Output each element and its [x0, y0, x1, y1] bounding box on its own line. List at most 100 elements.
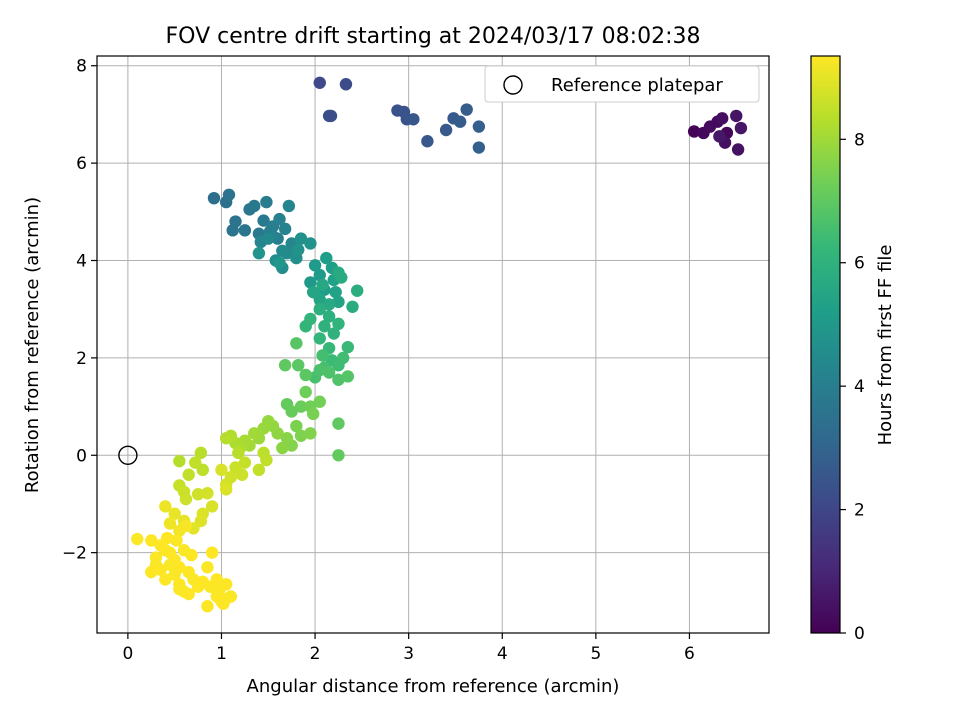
data-point: [472, 120, 486, 133]
data-point: [219, 432, 233, 445]
y-tick-label: 6: [76, 154, 87, 174]
data-point: [318, 320, 331, 333]
data-point: [173, 454, 186, 468]
colorbar-tick-label: 8: [854, 130, 865, 150]
x-axis-ticks: 0 1 2 3 4 5 6: [122, 633, 695, 664]
data-point: [207, 191, 221, 205]
data-point: [201, 600, 214, 613]
data-point: [322, 310, 336, 323]
legend-marker: [503, 75, 523, 95]
data-point: [252, 463, 266, 477]
data-point: [307, 407, 320, 421]
data-point: [313, 302, 326, 316]
data-point: [332, 295, 345, 309]
data-point: [332, 373, 345, 387]
data-point: [294, 232, 308, 245]
data-point: [350, 284, 364, 297]
data-point: [262, 232, 275, 245]
data-point: [131, 532, 144, 546]
x-tick-label: 3: [403, 644, 414, 664]
legend: Reference platepar: [484, 65, 760, 103]
data-point: [336, 351, 350, 365]
data-point: [332, 417, 345, 430]
data-point: [182, 468, 195, 481]
data-point: [235, 468, 249, 481]
y-tick-label: −2: [62, 544, 87, 564]
data-point: [294, 400, 308, 413]
data-point: [182, 587, 195, 601]
scatter-points: [131, 76, 748, 613]
x-tick-label: 4: [497, 644, 508, 664]
data-point: [460, 103, 473, 116]
colorbar-tick-label: 0: [854, 624, 865, 644]
data-point: [313, 363, 326, 377]
data-point: [145, 534, 158, 547]
data-point: [304, 237, 317, 250]
data-point: [299, 368, 312, 382]
colorbar-ticks: 0 2 4 6 8: [840, 130, 865, 644]
data-point: [339, 78, 353, 91]
data-point: [322, 366, 336, 379]
data-point: [173, 582, 186, 596]
data-point: [260, 453, 273, 467]
data-point: [159, 573, 172, 586]
data-point: [320, 251, 333, 265]
data-point: [248, 199, 261, 213]
data-point: [299, 385, 312, 399]
x-tick-label: 1: [216, 644, 227, 664]
data-point: [168, 568, 181, 581]
data-point: [346, 300, 359, 313]
colorbar-tick-label: 6: [854, 254, 865, 274]
data-point: [238, 224, 252, 237]
data-point: [210, 573, 223, 586]
data-point: [407, 113, 420, 126]
data-point: [145, 565, 158, 579]
data-point: [687, 125, 701, 138]
data-point: [189, 456, 202, 469]
y-tick-label: 0: [76, 446, 87, 466]
x-tick-label: 5: [590, 644, 601, 664]
data-point: [294, 429, 308, 442]
data-point: [285, 405, 298, 418]
data-point: [222, 188, 236, 201]
data-point: [731, 143, 745, 156]
data-point: [332, 449, 345, 462]
data-point: [308, 259, 322, 272]
data-point: [280, 432, 294, 445]
reference-platepar-marker: [118, 445, 138, 465]
data-point: [159, 544, 172, 557]
data-point: [329, 285, 342, 299]
data-point: [290, 419, 303, 433]
colorbar-gradient: [810, 55, 841, 634]
plot-frame: [96, 55, 770, 634]
data-point: [290, 337, 303, 350]
data-point: [278, 222, 292, 236]
data-point: [194, 446, 208, 460]
colorbar-tick-label: 2: [854, 501, 865, 521]
data-point: [260, 195, 273, 209]
data-point: [332, 317, 345, 331]
data-point: [304, 276, 317, 289]
data-point: [280, 247, 294, 260]
data-point: [232, 446, 245, 460]
data-point: [273, 212, 286, 226]
legend-label: Reference platepar: [551, 75, 723, 96]
data-point: [313, 268, 326, 282]
x-tick-label: 2: [310, 644, 321, 664]
y-tick-label: 2: [76, 349, 87, 369]
data-point: [322, 298, 336, 311]
y-axis-label: Rotation from reference (arcmin): [22, 197, 43, 493]
data-point: [304, 427, 317, 440]
data-point: [313, 395, 326, 408]
data-point: [257, 214, 270, 227]
data-point: [219, 483, 233, 496]
data-point: [163, 558, 177, 572]
data-point: [191, 488, 205, 501]
data-point: [215, 463, 228, 477]
data-point: [292, 358, 305, 372]
y-tick-label: 8: [76, 57, 87, 77]
data-point: [282, 199, 296, 213]
data-point: [257, 422, 270, 435]
